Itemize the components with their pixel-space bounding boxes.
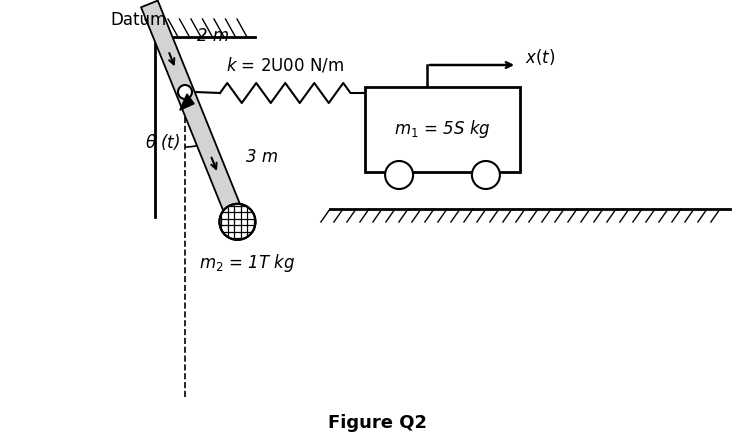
Circle shape xyxy=(472,161,500,189)
Text: $k$ = 2U00 N/m: $k$ = 2U00 N/m xyxy=(226,56,344,75)
Text: $\theta$ (t): $\theta$ (t) xyxy=(145,132,180,152)
Bar xyxy=(365,87,520,172)
Text: $m_1$ = 5S kg: $m_1$ = 5S kg xyxy=(394,118,491,140)
Text: Datum: Datum xyxy=(110,11,166,29)
Polygon shape xyxy=(179,94,194,110)
Circle shape xyxy=(219,204,256,240)
Text: 3 m: 3 m xyxy=(247,148,278,166)
Circle shape xyxy=(178,85,192,99)
Polygon shape xyxy=(141,0,246,225)
Text: 2 m: 2 m xyxy=(198,27,229,45)
Circle shape xyxy=(385,161,413,189)
Text: $m_2$ = 1T kg: $m_2$ = 1T kg xyxy=(199,252,296,274)
Text: $x(t)$: $x(t)$ xyxy=(525,47,556,67)
Text: Figure Q2: Figure Q2 xyxy=(327,414,427,432)
